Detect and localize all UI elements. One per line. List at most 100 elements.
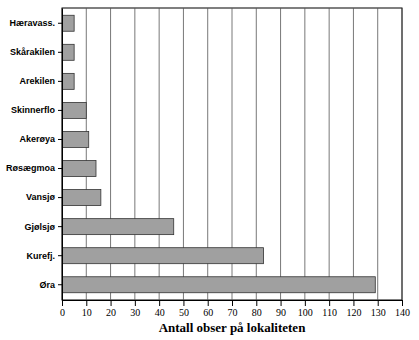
y-tick-mark xyxy=(58,110,62,111)
grid-line xyxy=(353,8,354,300)
grid-line xyxy=(62,8,63,300)
x-tick-label: 60 xyxy=(203,307,213,318)
y-tick-mark xyxy=(58,226,62,227)
y-tick: Skårakilen xyxy=(10,47,62,57)
x-tick-mark xyxy=(256,300,257,306)
x-tick-label: 90 xyxy=(276,307,286,318)
y-tick-label: Akerøya xyxy=(19,134,56,144)
grid-line xyxy=(329,8,330,300)
y-tick-mark xyxy=(58,23,62,24)
y-tick: Gjølsjø xyxy=(24,222,62,232)
x-tick: 60 xyxy=(203,300,213,318)
x-tick-mark xyxy=(353,300,354,306)
y-tick-label: Skårakilen xyxy=(10,47,55,57)
grid-line xyxy=(402,8,403,300)
x-tick-label: 110 xyxy=(322,307,337,318)
bar xyxy=(62,190,101,206)
x-tick: 20 xyxy=(106,300,116,318)
bar xyxy=(62,73,74,89)
bar xyxy=(62,277,375,293)
x-tick-mark xyxy=(135,300,136,306)
x-tick: 50 xyxy=(179,300,189,318)
x-tick-mark xyxy=(183,300,184,306)
x-tick-label: 0 xyxy=(60,307,65,318)
chart: 0 10 20 30 40 50 60 70 80 90 100 110 120 130 140 Hærava… xyxy=(0,0,419,340)
bar xyxy=(62,15,74,31)
x-tick: 90 xyxy=(276,300,286,318)
y-tick-label: Øra xyxy=(39,280,56,290)
y-tick: Arekilen xyxy=(19,76,62,86)
x-tick-label: 50 xyxy=(179,307,189,318)
y-tick-mark xyxy=(58,81,62,82)
x-tick-mark xyxy=(86,300,87,306)
bar xyxy=(62,219,174,235)
grid xyxy=(62,8,402,300)
y-tick-mark xyxy=(58,255,62,256)
x-tick-mark xyxy=(329,300,330,306)
y-tick-label: Arekilen xyxy=(19,76,55,86)
x-tick-label: 100 xyxy=(298,307,313,318)
x-tick-label: 140 xyxy=(395,307,410,318)
y-axis-line xyxy=(62,9,63,301)
bar xyxy=(62,131,89,147)
x-tick: 120 xyxy=(346,300,361,318)
y-tick-label: Røsægmoa xyxy=(6,163,56,173)
x-tick-label: 10 xyxy=(82,307,92,318)
x-tick-mark xyxy=(62,300,63,306)
x-tick-mark xyxy=(159,300,160,306)
x-tick: 0 xyxy=(60,300,65,318)
x-tick-label: 120 xyxy=(346,307,361,318)
grid-line xyxy=(377,8,378,300)
bar xyxy=(62,161,96,177)
plot-frame xyxy=(62,8,402,300)
x-tick-label: 70 xyxy=(228,307,238,318)
x-tick-mark xyxy=(378,300,379,306)
grid-line xyxy=(304,8,305,300)
x-tick-label: 130 xyxy=(371,307,386,318)
y-tick: Kurefj. xyxy=(26,251,62,261)
bar xyxy=(62,102,86,118)
y-tick: Vansjø xyxy=(26,192,62,202)
bar xyxy=(62,44,74,60)
x-tick: 70 xyxy=(228,300,238,318)
y-tick-label: Gjølsjø xyxy=(24,222,55,232)
x-tick-mark xyxy=(402,300,403,306)
y-tick-mark xyxy=(58,197,62,198)
x-tick-mark xyxy=(281,300,282,306)
y-tick-label: Kurefj. xyxy=(26,251,55,261)
x-tick: 30 xyxy=(130,300,140,318)
y-tick-mark xyxy=(58,284,62,285)
x-tick: 10 xyxy=(82,300,92,318)
bar xyxy=(62,248,264,264)
x-axis: 0 10 20 30 40 50 60 70 80 90 100 110 120 130 140 xyxy=(60,300,410,318)
y-tick: Øra xyxy=(39,280,62,290)
plot: 0 10 20 30 40 50 60 70 80 90 100 110 120 130 140 Hærava… xyxy=(6,8,410,318)
x-tick: 140 xyxy=(395,300,410,318)
y-tick-label: Vansjø xyxy=(26,192,56,202)
x-tick: 110 xyxy=(322,300,337,318)
y-tick: Skinnerflo xyxy=(11,105,62,115)
y-tick: Akerøya xyxy=(19,134,62,144)
x-tick-label: 30 xyxy=(130,307,140,318)
y-tick: Røsægmoa xyxy=(6,163,62,173)
x-tick-label: 20 xyxy=(106,307,116,318)
y-tick: Hæravass. xyxy=(9,18,62,28)
x-axis-title: Antall obser på lokaliteten xyxy=(159,320,307,335)
x-tick: 130 xyxy=(371,300,386,318)
y-tick-mark xyxy=(58,52,62,53)
x-tick: 100 xyxy=(298,300,313,318)
x-tick: 40 xyxy=(155,300,165,318)
y-tick-mark xyxy=(58,168,62,169)
x-tick-mark xyxy=(232,300,233,306)
y-tick-label: Hæravass. xyxy=(9,18,55,28)
x-tick-mark xyxy=(208,300,209,306)
x-tick: 80 xyxy=(252,300,262,318)
y-tick-mark xyxy=(58,139,62,140)
y-tick-label: Skinnerflo xyxy=(11,105,56,115)
grid-line xyxy=(280,8,281,300)
x-tick-label: 40 xyxy=(155,307,165,318)
bars xyxy=(62,15,375,292)
x-tick-label: 80 xyxy=(252,307,262,318)
y-axis: Hæravass. Skårakilen Arekilen Skinnerflo Ake… xyxy=(6,9,63,301)
x-tick-mark xyxy=(111,300,112,306)
